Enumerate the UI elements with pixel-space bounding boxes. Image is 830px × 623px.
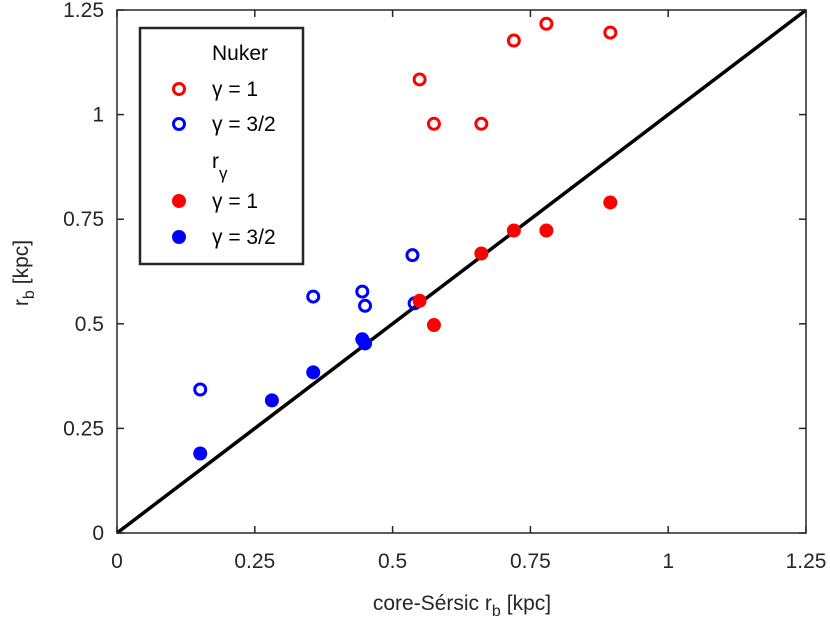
data-point — [474, 116, 489, 131]
data-point — [405, 248, 420, 263]
legend-marker — [172, 230, 186, 244]
legend-entry-label: γ = 3/2 — [212, 113, 276, 136]
x-tick-label: 0.75 — [510, 550, 551, 573]
data-point — [539, 223, 554, 238]
y-tick-label: 0.5 — [75, 313, 104, 336]
plot-area — [115, 8, 808, 535]
data-point — [412, 72, 427, 87]
data-point — [355, 284, 370, 299]
series-3 — [193, 332, 373, 461]
legend-entry-label: γ = 3/2 — [212, 226, 276, 249]
y-tick-label: 0.25 — [63, 417, 104, 440]
y-axis-label: rb[kpc] — [10, 240, 38, 306]
data-point — [506, 223, 521, 238]
axes-box — [116, 9, 807, 534]
data-point — [358, 298, 373, 313]
y-tick-label: 1 — [92, 104, 104, 127]
data-point — [603, 195, 618, 210]
x-axis-label: core-Sérsic rb [kpc] — [373, 592, 551, 620]
legend-marker — [172, 82, 186, 96]
data-point — [193, 382, 208, 397]
legend-group-title-rgamma: rγ — [212, 150, 228, 183]
data-point — [306, 365, 321, 380]
legend: Nuker rγ γ = 1 γ = 3/2 γ = 1 γ = 3/2 — [138, 26, 305, 266]
legend-box — [138, 26, 305, 266]
y-tick-label: 0 — [92, 522, 104, 545]
data-point — [264, 393, 279, 408]
data-point — [306, 289, 321, 304]
one-to-one-line — [115, 8, 808, 535]
x-tick-label: 0 — [111, 550, 123, 573]
legend-entry-label: γ = 1 — [212, 78, 258, 101]
series-0 — [412, 16, 618, 131]
series-2 — [412, 195, 618, 333]
legend-marker — [172, 117, 186, 131]
data-point — [474, 246, 489, 261]
legend-group-title-nuker: Nuker — [212, 42, 268, 65]
x-tick-label: 0.5 — [378, 550, 407, 573]
y-tick-label: 0.75 — [63, 208, 104, 231]
x-tick-label: 1 — [662, 550, 674, 573]
data-point — [412, 293, 427, 308]
x-tick-label: 1.25 — [786, 550, 827, 573]
data-point — [506, 33, 521, 48]
legend-entry-label: γ = 1 — [212, 190, 258, 213]
legend-entries: γ = 1 γ = 3/2 γ = 1 γ = 3/2 — [172, 78, 276, 249]
data-point — [426, 116, 441, 131]
data-point — [539, 16, 554, 31]
data-point — [426, 318, 441, 333]
data-point — [358, 336, 373, 351]
data-point — [193, 446, 208, 461]
data-point — [603, 25, 618, 40]
y-tick-label: 1.25 — [63, 0, 104, 22]
legend-marker — [172, 194, 186, 208]
x-tick-label: 0.25 — [234, 550, 275, 573]
axes: 0 0.25 0.5 0.75 1 1.25 0 0.25 0.5 0.75 1 1.25 — [63, 0, 826, 573]
